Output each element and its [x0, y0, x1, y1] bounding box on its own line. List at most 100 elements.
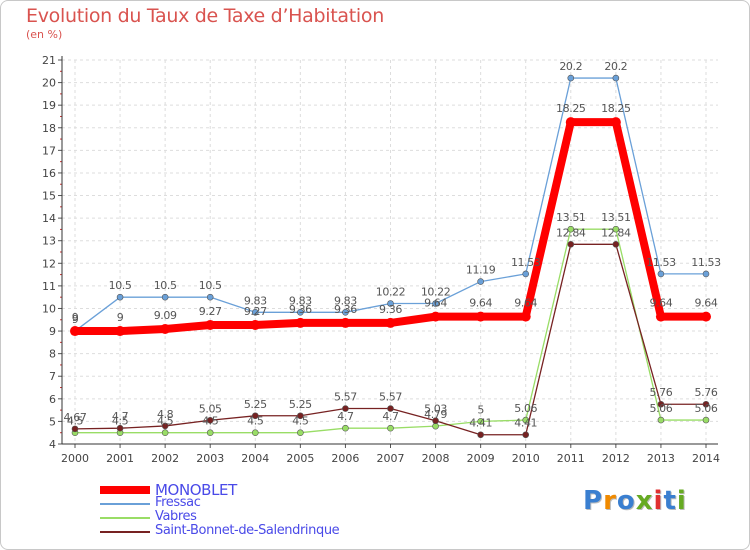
data-label: 20.2 [604, 60, 627, 73]
data-point [702, 416, 710, 424]
data-point [116, 293, 124, 301]
data-label: 5.76 [649, 386, 672, 399]
data-label: 5.03 [424, 403, 447, 416]
data-label: 9.64 [469, 297, 492, 310]
logo-letter: i [653, 486, 664, 516]
data-label: 11.53 [511, 256, 541, 269]
legend-swatch [100, 517, 150, 519]
chart-unit-note: (en %) [26, 28, 63, 41]
data-label: 13.51 [601, 211, 631, 224]
data-point [702, 400, 710, 408]
data-point [657, 270, 665, 278]
y-tick-label: 4 [49, 438, 56, 451]
legend-label: MONOBLET [155, 481, 237, 499]
x-tick-label: 2014 [692, 452, 720, 465]
data-label: 9 [72, 313, 79, 326]
data-point [567, 241, 575, 248]
data-label: 9.36 [379, 303, 402, 316]
data-label: 9.36 [334, 303, 357, 316]
data-point [477, 431, 484, 439]
data-label: 4.7 [112, 410, 129, 423]
data-point [342, 405, 349, 412]
data-label: 12.84 [556, 226, 586, 239]
data-point [250, 319, 261, 330]
x-tick-label: 2013 [647, 452, 675, 465]
data-label: 5.06 [514, 402, 537, 415]
y-tick-label: 10 [42, 302, 56, 315]
data-point [475, 311, 486, 322]
data-label: 4.5 [292, 415, 309, 428]
data-point [71, 425, 79, 433]
data-label: 4.41 [514, 417, 537, 430]
logo-letter: i [676, 486, 687, 516]
y-tick-label: 6 [49, 393, 56, 406]
y-tick-label: 9 [49, 325, 56, 338]
data-point [342, 309, 349, 316]
y-tick-label: 19 [42, 99, 56, 112]
data-point [387, 424, 394, 432]
y-tick-label: 20 [42, 77, 56, 90]
data-label: 9.64 [514, 297, 537, 310]
data-point [567, 74, 575, 82]
x-tick-label: 2008 [422, 452, 450, 465]
legend-label: Fressac [155, 495, 201, 510]
y-tick-label: 11 [42, 280, 56, 293]
y-tick-label: 18 [42, 122, 56, 135]
data-label: 9.09 [154, 309, 177, 322]
data-label: 5.05 [199, 402, 222, 415]
y-tick-label: 14 [42, 212, 56, 225]
data-label: 4.7 [382, 410, 399, 423]
data-point [116, 424, 124, 432]
data-label: 9 [72, 311, 79, 324]
data-label: 10.5 [199, 279, 222, 292]
data-point [612, 74, 620, 82]
x-tick-label: 2011 [557, 452, 585, 465]
data-point [477, 418, 484, 425]
data-label: 18.25 [601, 102, 631, 115]
data-label: 11.53 [646, 256, 676, 269]
x-tick-label: 2002 [151, 452, 179, 465]
legend-swatch [100, 486, 150, 494]
x-tick-label: 2004 [241, 452, 269, 465]
x-tick-label: 2006 [331, 452, 359, 465]
data-point [251, 429, 259, 437]
data-label: 9.83 [334, 294, 357, 307]
y-tick-label: 5 [49, 415, 56, 428]
data-label: 5.57 [334, 391, 357, 404]
data-point [297, 412, 304, 420]
logo-letter: x [635, 486, 654, 516]
x-tick-label: 2001 [106, 452, 134, 465]
data-point [295, 317, 306, 328]
data-point [161, 429, 169, 437]
data-point [205, 319, 216, 330]
data-point [251, 412, 259, 420]
data-label: 4.7 [337, 410, 354, 423]
logo-letter: o [616, 486, 636, 516]
data-label: 4.67 [64, 411, 87, 424]
data-label: 9.64 [649, 297, 672, 310]
data-label: 18.25 [556, 102, 586, 115]
data-label: 12.84 [601, 226, 631, 239]
data-point [206, 416, 214, 424]
logo-letter: P [583, 486, 604, 516]
data-label: 5.57 [379, 391, 402, 404]
data-label: 4.41 [469, 417, 492, 430]
data-point [297, 429, 304, 437]
data-label: 11.53 [691, 256, 721, 269]
data-point [385, 317, 396, 328]
data-label: 9.64 [424, 297, 447, 310]
data-label: 20.2 [559, 60, 582, 73]
data-point [206, 293, 214, 301]
data-label: 4.5 [202, 415, 219, 428]
data-point [430, 311, 441, 322]
data-point [567, 225, 575, 233]
y-tick-label: 15 [42, 190, 56, 203]
data-point [342, 424, 349, 432]
legend-label: Saint-Bonnet-de-Salendrinque [155, 523, 340, 538]
data-label: 11.19 [466, 264, 496, 277]
data-label: 4.8 [157, 408, 174, 421]
data-point [206, 429, 214, 437]
data-point [655, 311, 666, 322]
data-label: 4.5 [247, 415, 264, 428]
data-point [520, 311, 531, 322]
